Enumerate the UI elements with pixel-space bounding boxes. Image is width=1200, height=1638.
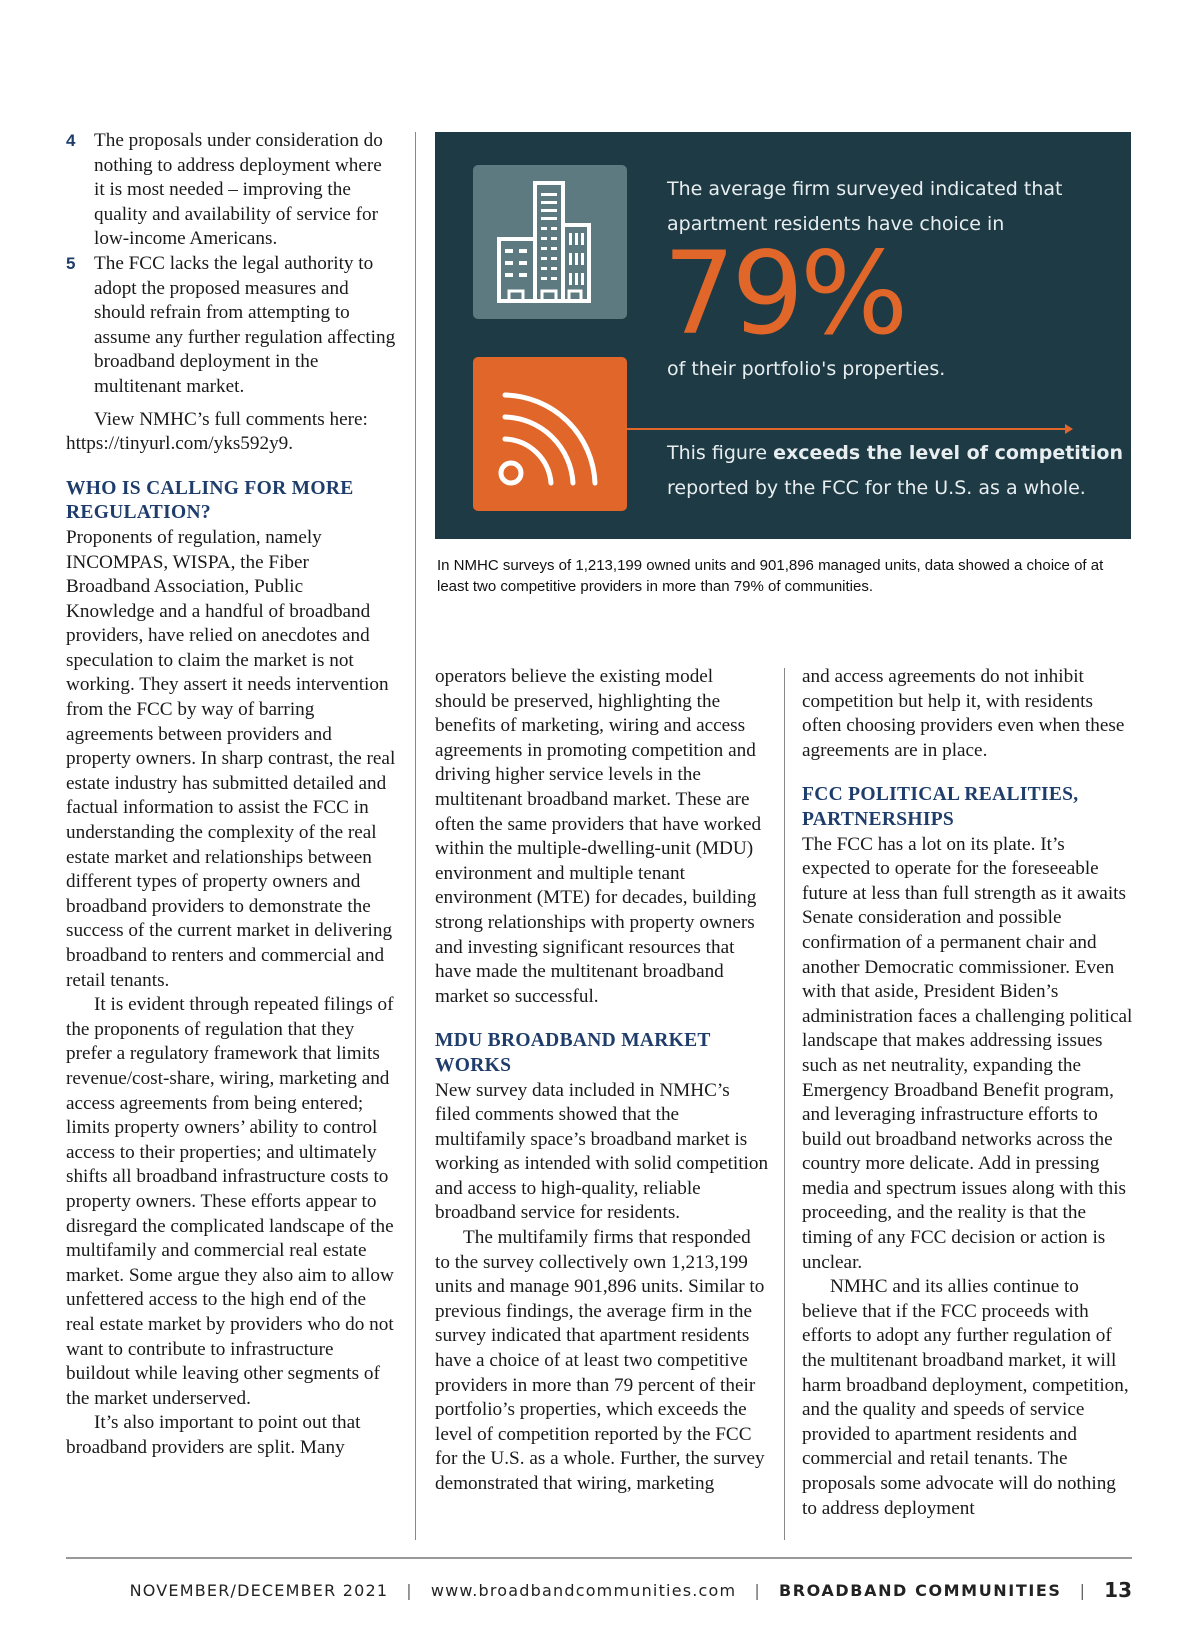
separator: | [754, 1580, 761, 1600]
body-paragraph: Proponents of regulation, namely INCOMPA… [66, 526, 396, 991]
big-figure: 79% [663, 227, 908, 360]
body-paragraph: It is evident through repeated filings o… [66, 994, 394, 1409]
list-number: 5 [66, 253, 76, 273]
arrow-line [627, 428, 1067, 430]
body-paragraph: It’s also important to point out that br… [66, 1412, 361, 1458]
separator: | [1079, 1580, 1087, 1600]
list-item: 4 The proposals under consideration do n… [66, 129, 396, 252]
infographic-text: The average firm surveyed indicated that [667, 178, 1063, 200]
list-item-text: The proposals under consideration do not… [94, 130, 383, 250]
building-box [473, 165, 627, 319]
footer-rule [66, 1557, 1132, 1559]
list-number: 4 [66, 131, 76, 150]
infographic: The average firm surveyed indicated that… [435, 132, 1131, 539]
infographic-conclusion: This figure exceeds the level of competi… [667, 436, 1123, 506]
body-paragraph: The multifamily firms that responded to … [435, 1227, 765, 1494]
separator: | [406, 1580, 413, 1600]
arrow-head [1065, 424, 1073, 434]
body-paragraph: The FCC has a lot on its plate. It’s exp… [802, 833, 1133, 1273]
body-paragraph: NMHC and its allies continue to believe … [802, 1276, 1129, 1519]
wifi-box [473, 357, 627, 511]
column-divider [784, 668, 785, 1540]
middle-column: operators believe the existing model sho… [435, 665, 769, 1497]
right-column: and access agreements do not inhibit com… [802, 665, 1134, 1521]
infographic-text: apartment residents have choice in [667, 213, 1005, 235]
building-icon [497, 181, 591, 303]
infographic-text: reported by the FCC for the U.S. as a wh… [667, 477, 1086, 499]
section-heading: WHO IS CALLING FOR MORE REGULATION? [66, 477, 354, 524]
infographic-text: of their portfolio's properties. [667, 358, 946, 380]
infographic-bold-text: exceeds the level of competition [773, 442, 1123, 464]
comments-link-paragraph: View NMHC’s full comments here: https://… [66, 408, 368, 455]
body-paragraph: and access agreements do not inhibit com… [802, 666, 1125, 761]
list-item-text: The FCC lacks the legal authority to ado… [94, 252, 396, 397]
page-footer: NOVEMBER/DECEMBER 2021 | www.broadbandco… [130, 1578, 1132, 1602]
section-heading: MDU BROADBAND MARKET WORKS [435, 1030, 711, 1076]
body-paragraph: New survey data included in NMHC’s filed… [435, 1079, 769, 1224]
issue-date: NOVEMBER/DECEMBER 2021 [129, 1580, 389, 1600]
section-heading: FCC POLITICAL REALITIES, PARTNERSHIPS [802, 784, 1079, 830]
infographic-intro: The average firm surveyed indicated that… [667, 172, 1062, 242]
body-paragraph: operators believe the existing model sho… [435, 666, 762, 1007]
website-url[interactable]: www.broadbandcommunities.com [430, 1580, 737, 1600]
list-item: 5 The FCC lacks the legal authority to a… [66, 252, 396, 400]
left-column: 4 The proposals under consideration do n… [66, 129, 396, 1460]
infographic-text: This figure [667, 442, 774, 464]
page-number: 13 [1104, 1578, 1132, 1602]
wifi-signal-icon [498, 392, 598, 486]
infographic-caption: In NMHC surveys of 1,213,199 owned units… [437, 557, 1104, 595]
column-divider [415, 132, 416, 1540]
publication-name: BROADBAND COMMUNITIES [778, 1580, 1062, 1600]
